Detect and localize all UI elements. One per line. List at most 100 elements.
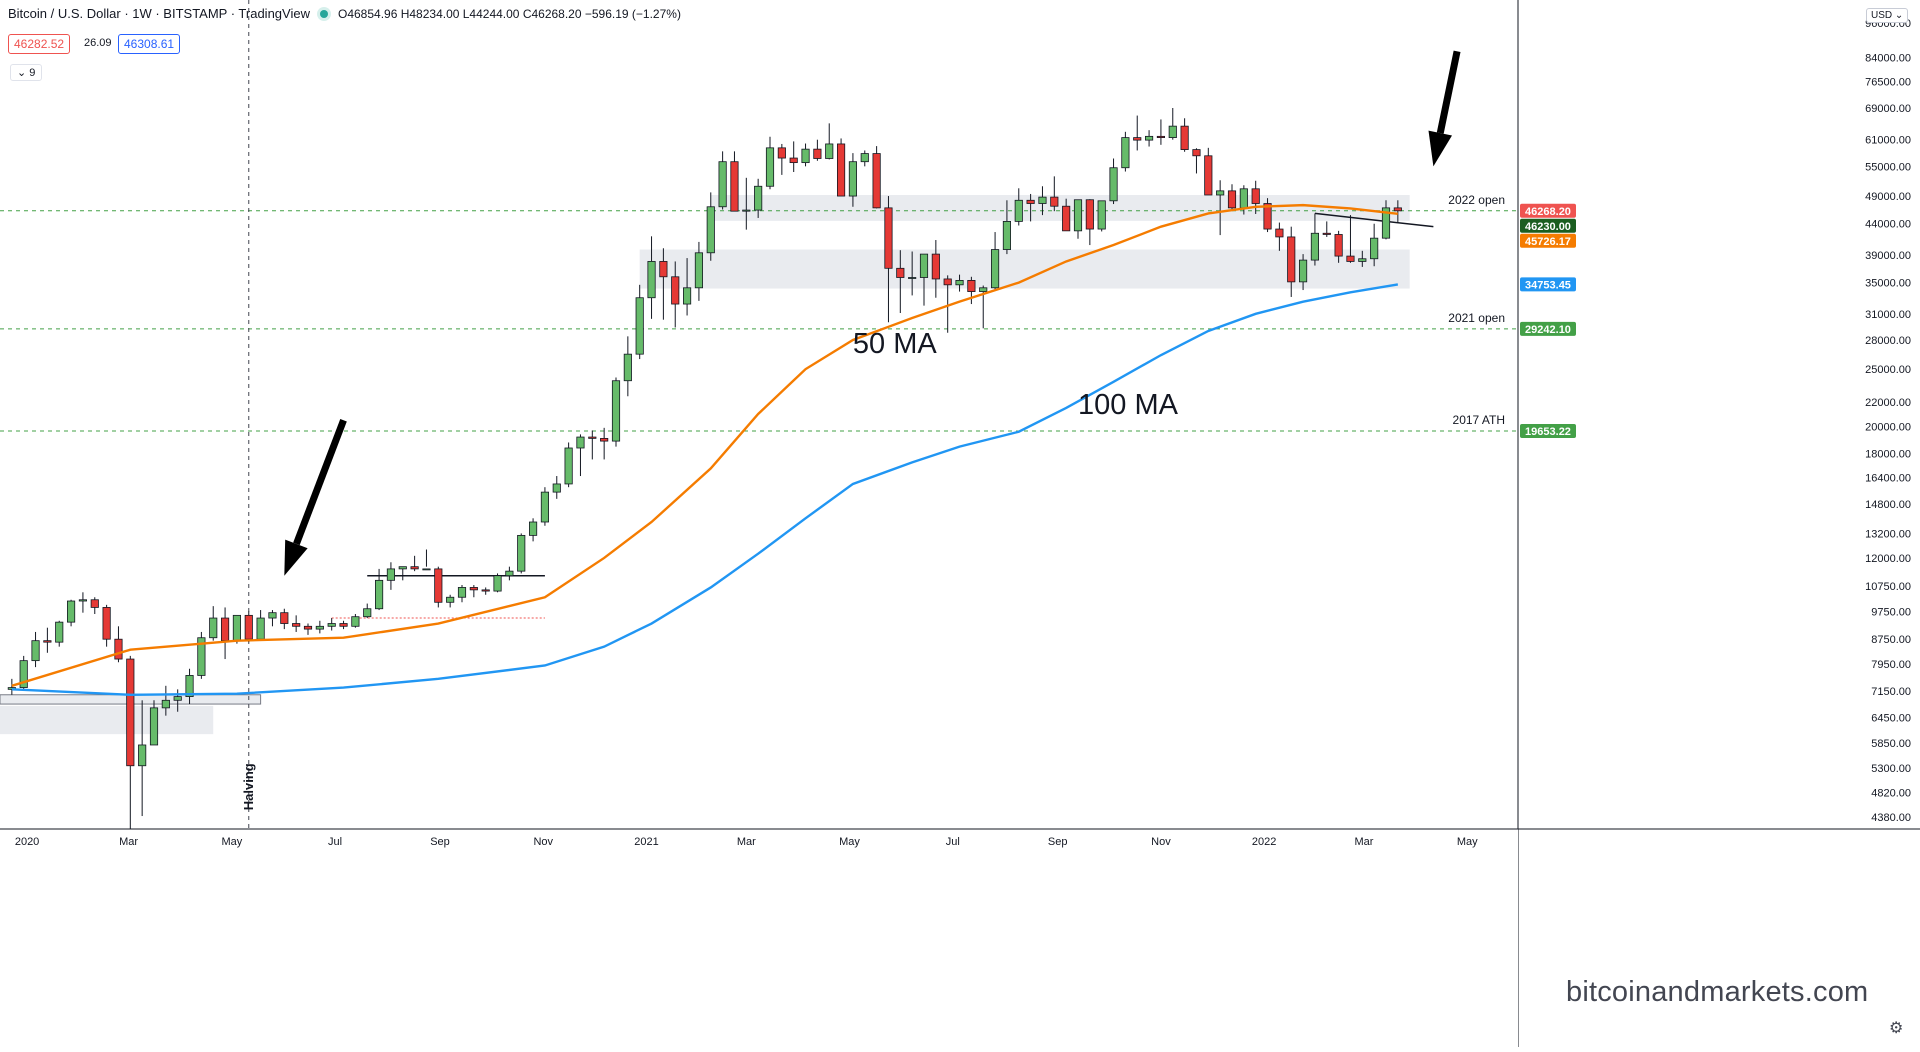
candle-body bbox=[611, 380, 621, 442]
candle-body bbox=[1204, 155, 1213, 196]
y-tick-label: 6450.00 bbox=[1871, 713, 1911, 725]
candle-body bbox=[860, 153, 869, 163]
y-tick-label: 18000.00 bbox=[1865, 449, 1911, 461]
live-dot-icon bbox=[319, 9, 328, 18]
candle-body bbox=[659, 261, 668, 278]
candle-body bbox=[908, 277, 917, 279]
candle-body bbox=[647, 261, 656, 299]
y-tick-label: 10750.00 bbox=[1865, 581, 1911, 593]
candle-body bbox=[375, 579, 384, 610]
candle-body bbox=[540, 491, 549, 523]
candle-body bbox=[138, 744, 147, 767]
candle-body bbox=[1133, 137, 1142, 141]
level-label: 2017 ATH bbox=[1453, 413, 1505, 427]
candle-body bbox=[422, 568, 431, 571]
y-tick-label: 4380.00 bbox=[1871, 812, 1911, 824]
candle-body bbox=[398, 566, 407, 570]
candle-body bbox=[979, 287, 988, 292]
price-label-box bbox=[1520, 218, 1576, 233]
y-tick-label: 12000.00 bbox=[1865, 553, 1911, 565]
candle-body bbox=[872, 153, 881, 209]
candle-body bbox=[600, 437, 609, 442]
x-tick-label: 2022 bbox=[1252, 836, 1276, 848]
x-tick-label: Nov bbox=[1151, 836, 1171, 848]
candle-body bbox=[1287, 236, 1296, 283]
candle-body bbox=[1310, 232, 1319, 261]
bid-price[interactable]: 46282.52 bbox=[8, 34, 71, 54]
candle-body bbox=[149, 707, 159, 746]
candle-body bbox=[197, 637, 206, 676]
candle-body bbox=[90, 599, 99, 608]
indicator-count: 9 bbox=[29, 67, 36, 79]
candle-body bbox=[706, 206, 715, 254]
x-tick-label: 2020 bbox=[15, 836, 39, 848]
ask-price[interactable]: 46308.61 bbox=[118, 34, 181, 54]
candle-body bbox=[209, 617, 218, 639]
y-tick-label: 7150.00 bbox=[1871, 686, 1911, 698]
candle-body bbox=[505, 570, 514, 577]
y-tick-label: 55000.00 bbox=[1865, 161, 1911, 173]
candle-body bbox=[1216, 190, 1225, 196]
y-tick-label: 8750.00 bbox=[1871, 634, 1911, 646]
candle-body bbox=[801, 148, 810, 164]
symbol-title[interactable]: Bitcoin / U.S. Dollar · 1W · BITSTAMP · … bbox=[8, 6, 310, 21]
price-label-box bbox=[1520, 233, 1576, 248]
price-label: 34753.45 bbox=[1525, 279, 1571, 291]
ma-label: 50 MA bbox=[853, 328, 937, 360]
y-tick-label: 16400.00 bbox=[1865, 473, 1911, 485]
y-tick-label: 20000.00 bbox=[1865, 422, 1911, 434]
trendline bbox=[1314, 212, 1434, 228]
candle-body bbox=[481, 589, 490, 592]
y-tick-label: 5300.00 bbox=[1871, 763, 1911, 775]
candle-body bbox=[955, 280, 964, 286]
candle-body bbox=[884, 207, 893, 269]
candle-body bbox=[351, 616, 360, 627]
y-tick-label: 69000.00 bbox=[1865, 103, 1911, 115]
candle-body bbox=[1073, 199, 1083, 232]
candle-body bbox=[1062, 205, 1071, 232]
candle-body bbox=[292, 623, 301, 627]
candle-body bbox=[1275, 228, 1284, 238]
y-tick-label: 13200.00 bbox=[1865, 528, 1911, 540]
candle-body bbox=[825, 143, 834, 159]
candle-body bbox=[1346, 255, 1355, 262]
candle-body bbox=[1014, 199, 1023, 222]
indicator-count-chip[interactable]: ⌄ 9 bbox=[10, 64, 43, 81]
price-axis-bg bbox=[1518, 0, 1920, 1047]
y-tick-label: 7950.00 bbox=[1871, 659, 1911, 671]
arrow-shaft bbox=[293, 418, 347, 546]
candle-body bbox=[303, 625, 313, 630]
candle-body bbox=[493, 575, 502, 592]
chart-header: Bitcoin / U.S. Dollar · 1W · BITSTAMP · … bbox=[8, 6, 681, 21]
settings-gear-icon[interactable]: ⚙ bbox=[1889, 1020, 1904, 1037]
arrow-head bbox=[1428, 130, 1452, 167]
candle-body bbox=[31, 640, 40, 662]
y-tick-label: 76500.00 bbox=[1865, 76, 1911, 88]
price-label-box bbox=[1520, 277, 1576, 292]
candle-body bbox=[919, 253, 929, 278]
ma-label: 100 MA bbox=[1078, 389, 1179, 421]
candle-body bbox=[765, 147, 775, 187]
y-tick-label: 5850.00 bbox=[1871, 738, 1911, 750]
halving-label: Halving bbox=[241, 763, 256, 810]
currency-selector[interactable]: USD ⌄ bbox=[1866, 8, 1909, 23]
candle-body bbox=[552, 483, 561, 493]
y-tick-label: 22000.00 bbox=[1865, 397, 1911, 409]
candle-body bbox=[43, 640, 52, 643]
candle-body bbox=[446, 596, 455, 603]
candle-body bbox=[67, 600, 76, 623]
candle-body bbox=[268, 612, 277, 619]
candle-body bbox=[718, 161, 727, 208]
candle-body bbox=[1002, 221, 1011, 250]
y-tick-label: 35000.00 bbox=[1865, 278, 1911, 290]
ohlc-readout: O46854.96 H48234.00 L44244.00 C46268.20 … bbox=[337, 6, 681, 21]
candle-body bbox=[386, 568, 395, 581]
candle-body bbox=[967, 280, 976, 292]
candle-body bbox=[55, 621, 64, 643]
candle-body bbox=[1085, 199, 1094, 230]
y-tick-label: 84000.00 bbox=[1865, 52, 1911, 64]
y-tick-label: 49000.00 bbox=[1865, 191, 1911, 203]
x-tick-label: Jul bbox=[328, 836, 342, 848]
